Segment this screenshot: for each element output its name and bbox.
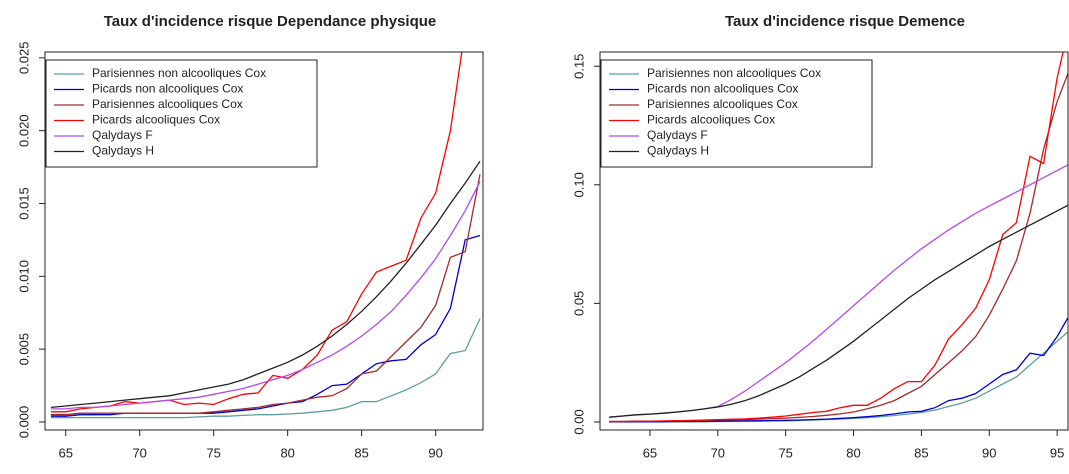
plot: [50, 52, 481, 419]
chart: Taux d'incidence risque Dependance physi…: [16, 13, 484, 460]
series-line: [609, 52, 1064, 423]
series-line: [50, 318, 481, 419]
series-line: [609, 164, 1068, 418]
x-tick-label: 75: [206, 445, 220, 460]
legend-label: Qalydays F: [92, 128, 153, 142]
series-line: [50, 52, 463, 413]
y-tick-label: 0.020: [16, 114, 31, 147]
legend: Parisiennes non alcooliques Cox Picards n…: [600, 59, 873, 168]
y-tick-label: 0.025: [16, 42, 31, 75]
legend-label: Qalydays H: [647, 144, 709, 158]
y-tick-label: 0.10: [571, 172, 586, 197]
series-line: [609, 316, 1068, 423]
x-tick-label: 95: [1050, 445, 1064, 460]
x-tick-label: 85: [914, 445, 928, 460]
x-tick-label: 75: [778, 445, 792, 460]
y-tick-label: 0.00: [571, 409, 586, 434]
series-line: [50, 181, 481, 410]
series-line: [609, 204, 1068, 418]
y-tick-label: 0.005: [16, 333, 31, 366]
plot-frame: [599, 51, 1069, 431]
y-tick-label: 0.010: [16, 260, 31, 293]
legend-label: Picards non alcooliques Cox: [647, 82, 798, 96]
legend-label: Qalydays F: [647, 128, 708, 142]
chart-title: Taux d'incidence risque Dependance physi…: [104, 13, 437, 30]
plot-frame: [44, 51, 484, 431]
legend-label: Parisiennes non alcooliques Cox: [647, 66, 821, 80]
x-tick-label: 65: [643, 445, 657, 460]
series-line: [50, 160, 481, 409]
y-tick-label: 0.15: [571, 54, 586, 79]
legend-label: Parisiennes alcooliques Cox: [92, 97, 243, 111]
legend-box: [600, 59, 873, 168]
x-tick-label: 70: [132, 445, 146, 460]
legend: Parisiennes non alcooliques Cox Picards n…: [45, 59, 318, 168]
x-tick-label: 85: [354, 445, 368, 460]
y-tick-label: 0.000: [16, 406, 31, 439]
series-line: [50, 174, 481, 416]
legend-box: [45, 59, 318, 168]
x-tick-label: 80: [846, 445, 860, 460]
x-tick-label: 80: [280, 445, 294, 460]
x-tick-label: 65: [58, 445, 72, 460]
legend-label: Parisiennes non alcooliques Cox: [92, 66, 266, 80]
chart-title: Taux d'incidence risque Demence: [725, 13, 965, 30]
chart: Taux d'incidence risque Demence 0.00 0.05 0…: [571, 13, 1069, 460]
x-tick-label: 90: [982, 445, 996, 460]
x-tick-label: 70: [711, 445, 725, 460]
legend-label: Picards alcooliques Cox: [92, 113, 220, 127]
legend-label: Qalydays H: [92, 144, 154, 158]
plot: [609, 52, 1068, 423]
y-tick-label: 0.05: [571, 291, 586, 316]
legend-label: Parisiennes alcooliques Cox: [647, 97, 798, 111]
series-line: [50, 234, 481, 417]
legend-label: Picards alcooliques Cox: [647, 113, 775, 127]
x-tick-label: 90: [428, 445, 442, 460]
legend-label: Picards non alcooliques Cox: [92, 82, 243, 96]
y-tick-label: 0.015: [16, 187, 31, 220]
